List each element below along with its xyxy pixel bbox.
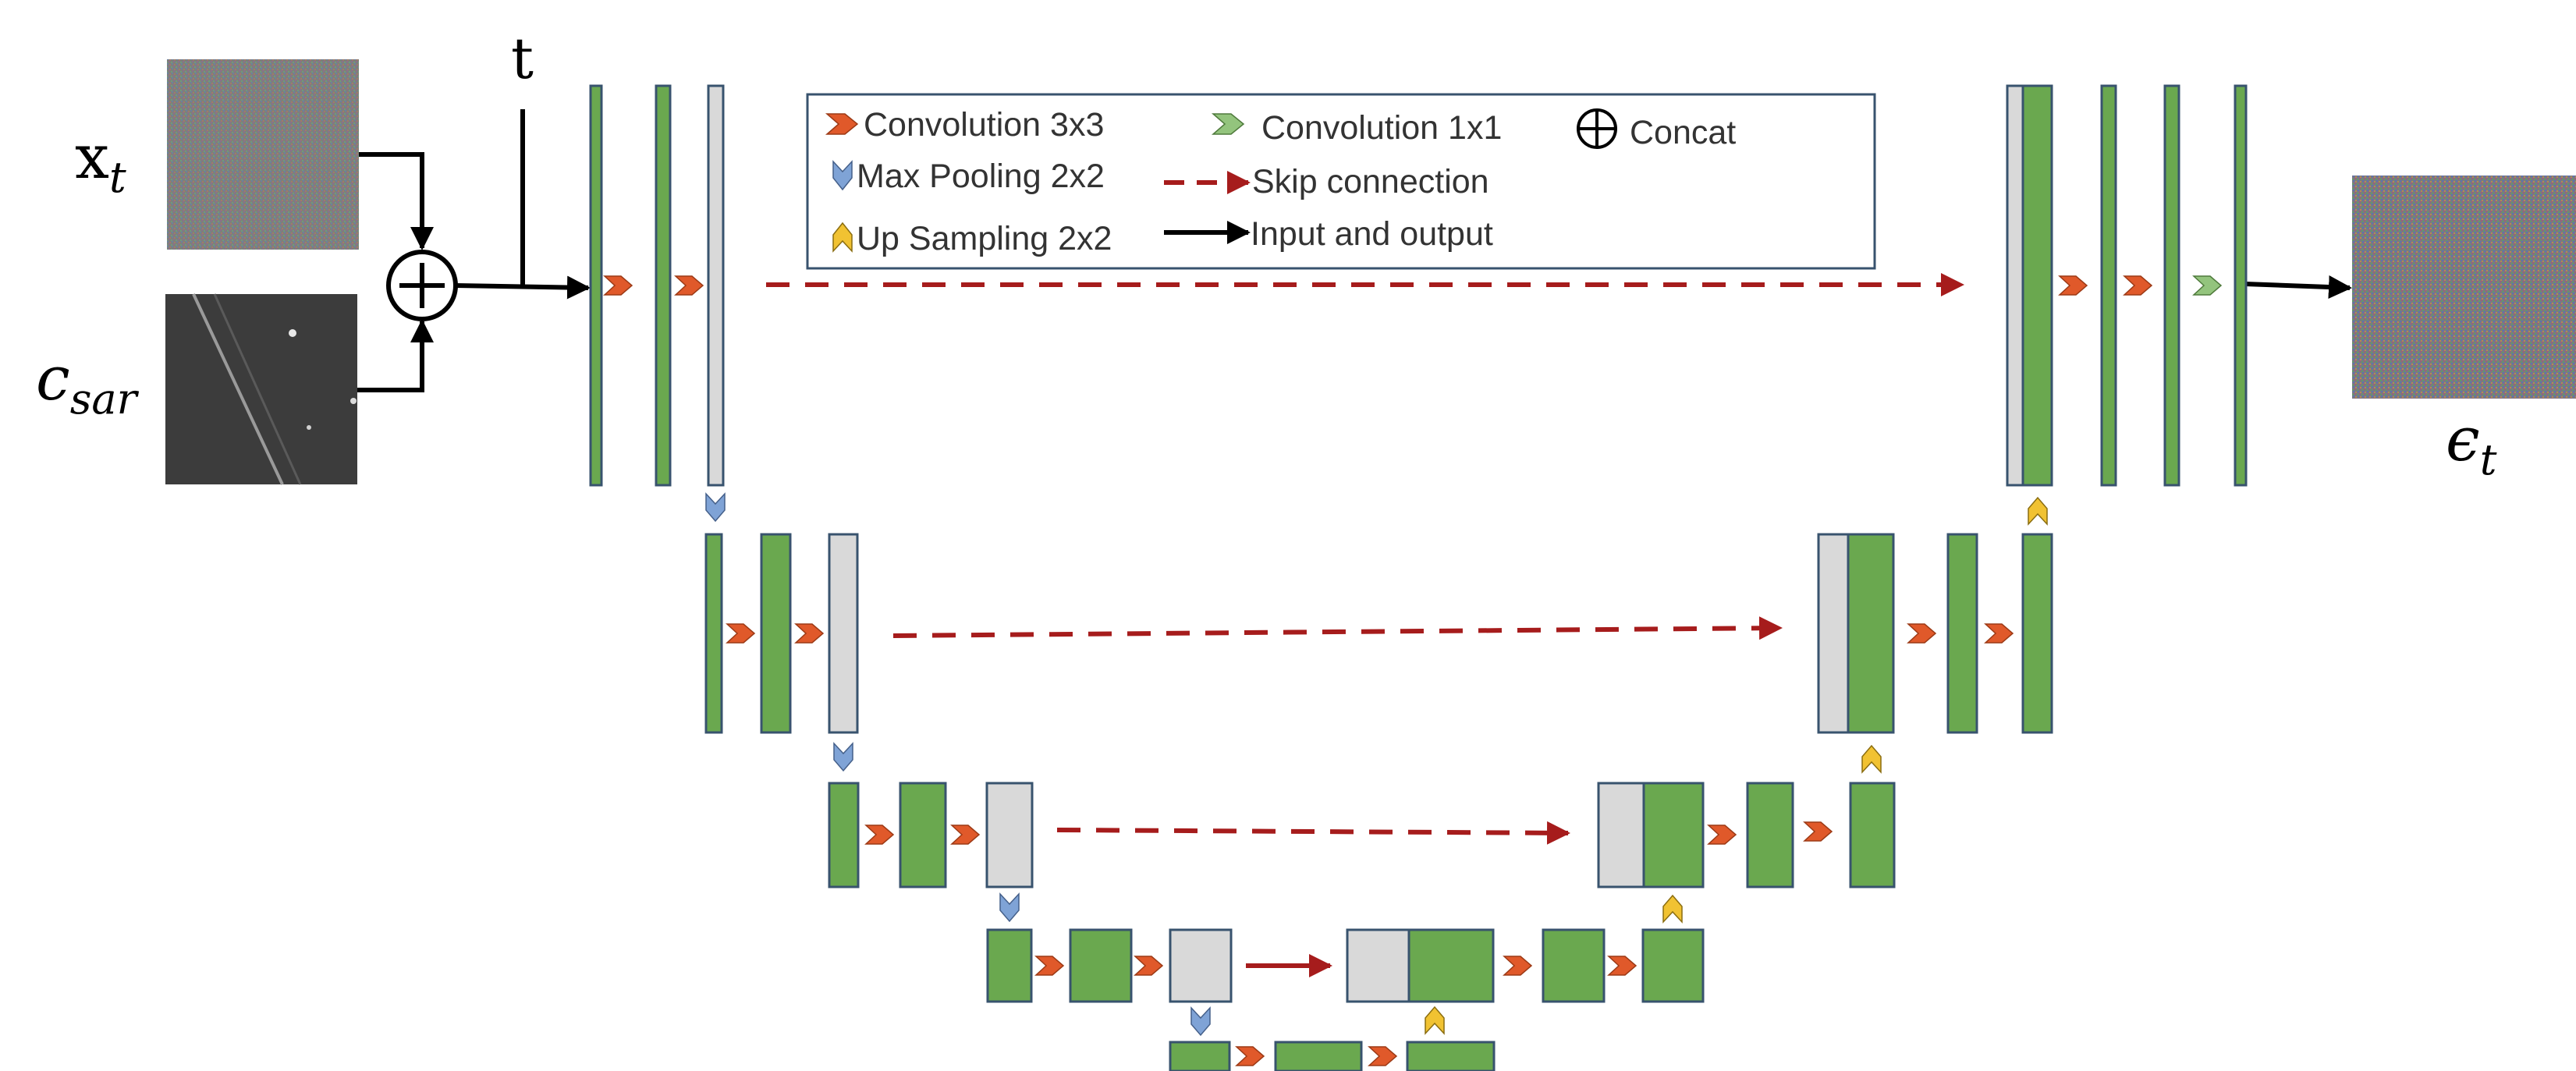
- dec2-concat-up: [1847, 533, 1895, 734]
- enc2-skip-block: [828, 533, 859, 734]
- conv3x3-chevron-icon: [2058, 275, 2088, 296]
- conv3x3-chevron-icon: [1034, 956, 1065, 976]
- dec2-block-3: [2021, 533, 2053, 734]
- conv3x3-chevron-icon: [1235, 1046, 1265, 1066]
- predicted-noise-image: [2352, 176, 2576, 399]
- enc3-skip-block: [985, 782, 1034, 888]
- decoder-to-output-arrow: [2244, 275, 2352, 299]
- conv3x3-chevron-icon: [1707, 825, 1737, 845]
- dec1-block-4: [2234, 84, 2248, 487]
- enc2-block-2: [760, 533, 792, 734]
- conv3x3-chevron-icon: [1368, 1046, 1398, 1066]
- skip-connection-level2: [892, 616, 1783, 640]
- dec3-concat-up: [1642, 782, 1705, 888]
- legend-box: [806, 93, 1876, 270]
- conv3x3-chevron-icon: [2123, 275, 2153, 296]
- enc1-skip-block: [707, 84, 725, 487]
- xt-to-concat-line: [359, 152, 434, 250]
- maxpool-chevron-icon: [1190, 1006, 1211, 1037]
- enc4-skip-block: [1169, 928, 1233, 1003]
- conv3x3-chevron-icon: [950, 825, 981, 845]
- upsample-chevron-icon: [2028, 496, 2048, 526]
- enc4-block-2: [1069, 928, 1133, 1003]
- timestep-label: t: [511, 26, 534, 91]
- conv3x3-chevron-icon: [726, 623, 756, 644]
- csar-to-concat-line: [357, 319, 434, 392]
- sar-condition-image: [165, 293, 357, 485]
- enc1-block-1: [589, 84, 603, 487]
- conv3x3-chevron-icon: [1984, 623, 2014, 644]
- dec4-concat-up: [1407, 928, 1495, 1003]
- conv3x3-chevron-icon: [1907, 623, 1937, 644]
- conv3x3-chevron-icon: [1607, 956, 1637, 976]
- conv3x3-chevron-icon: [1503, 956, 1533, 976]
- dec1-concat-up: [2021, 84, 2053, 487]
- conv3x3-legend-icon: [825, 113, 859, 135]
- dec3-block-2: [1746, 782, 1794, 888]
- concat-legend-icon: [1577, 108, 1617, 149]
- upsample-chevron-icon: [1425, 1005, 1445, 1035]
- c-sar-label: csar: [36, 344, 140, 424]
- enc1-block-2: [655, 84, 672, 487]
- bottleneck-block-1: [1169, 1041, 1231, 1071]
- dec4-block-3: [1641, 928, 1705, 1003]
- legend-concat-label: Concat: [1630, 114, 1736, 151]
- maxpool-legend-icon: [832, 160, 853, 191]
- epsilon-t-label: ϵt: [2446, 405, 2497, 484]
- dec1-block-3: [2163, 84, 2180, 487]
- upsample-chevron-icon: [1861, 744, 1882, 774]
- upsample-chevron-icon: [1662, 894, 1683, 924]
- enc3-block-1: [828, 782, 860, 888]
- noisy-input-image: [167, 59, 359, 250]
- maxpool-chevron-icon: [999, 892, 1020, 923]
- x-t-label: xt: [75, 122, 126, 202]
- dec1-block-2: [2100, 84, 2117, 487]
- conv3x3-chevron-icon: [1134, 956, 1164, 976]
- legend-io-label: Input and output: [1251, 215, 1493, 253]
- skip-connection-level3: [1056, 821, 1570, 845]
- dec4-concat-skip: [1346, 928, 1410, 1003]
- legend-maxpool-label: Max Pooling 2x2: [857, 158, 1105, 195]
- enc3-block-2: [899, 782, 947, 888]
- dec1-concat-skip: [2006, 84, 2024, 487]
- conv1x1-legend-icon: [1211, 113, 1245, 135]
- enc4-block-1: [986, 928, 1033, 1003]
- legend-conv1x1-label: Convolution 1x1: [1261, 109, 1502, 147]
- conv1x1-chevron-icon: [2192, 275, 2223, 296]
- concat-circle-icon: [386, 250, 458, 321]
- dec2-block-2: [1946, 533, 1978, 734]
- conv3x3-chevron-icon: [864, 825, 895, 845]
- legend-skip-label: Skip connection: [1252, 163, 1489, 200]
- bottleneck-block-3: [1406, 1041, 1496, 1071]
- conv3x3-chevron-icon: [603, 275, 633, 296]
- dec4-block-2: [1542, 928, 1606, 1003]
- upsample-legend-icon: [832, 222, 853, 253]
- conv3x3-chevron-icon: [674, 275, 704, 296]
- dec3-block-3: [1849, 782, 1896, 888]
- bottleneck-block-2: [1274, 1041, 1363, 1071]
- enc2-block-1: [704, 533, 723, 734]
- input-to-encoder-arrow: [455, 275, 591, 300]
- conv3x3-chevron-icon: [1803, 821, 1833, 842]
- maxpool-chevron-icon: [833, 742, 853, 772]
- conv3x3-chevron-icon: [794, 623, 825, 644]
- maxpool-chevron-icon: [705, 492, 726, 523]
- dec2-concat-skip: [1817, 533, 1850, 734]
- legend-conv3x3-label: Convolution 3x3: [864, 106, 1104, 144]
- legend: Convolution 3x3 Convolution 1x1 Concat M…: [806, 93, 1876, 270]
- dec3-concat-skip: [1597, 782, 1645, 888]
- legend-upsample-label: Up Sampling 2x2: [857, 220, 1112, 257]
